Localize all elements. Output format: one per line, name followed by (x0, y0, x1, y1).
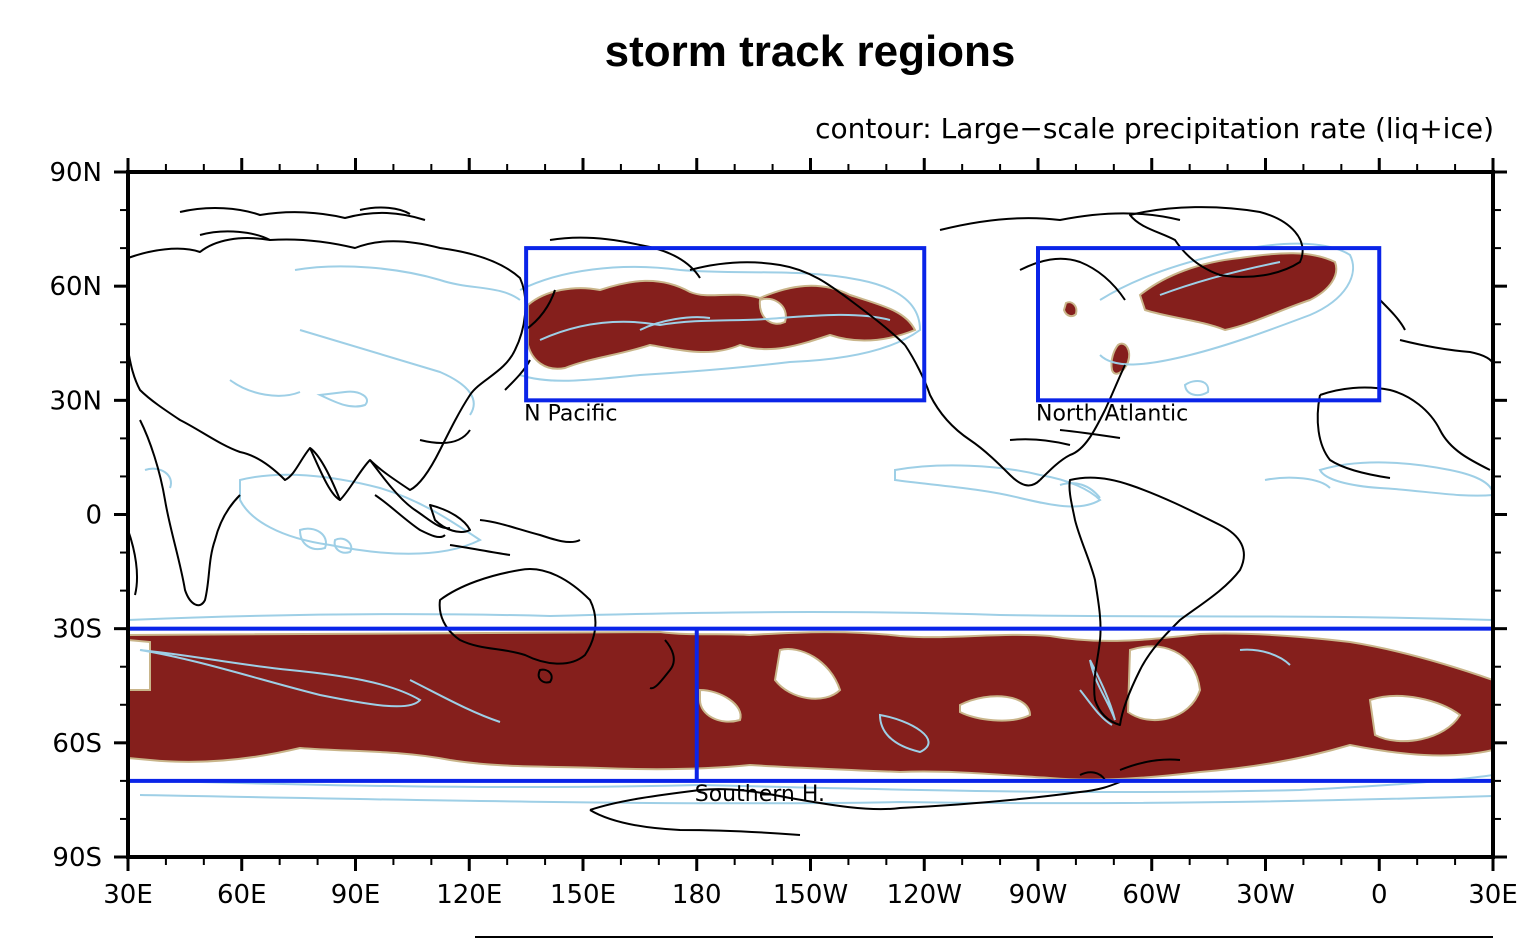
x-tick-label: 60E (217, 880, 267, 910)
shading-gulf-stream-cell (1110, 342, 1131, 375)
region-label-n-pacific: N Pacific (524, 401, 617, 426)
x-tick-label: 30E (103, 880, 153, 910)
x-tick-label: 30W (1236, 880, 1295, 910)
y-tick-label: 90N (49, 158, 102, 188)
y-tick-label: 60S (52, 729, 102, 759)
map-subtitle: contour: Large−scale precipitation rate … (815, 112, 1494, 145)
x-tick-label: 120E (436, 880, 502, 910)
shading-labrador-cell (1062, 301, 1078, 318)
map-title: storm track regions (605, 27, 1016, 76)
x-tick-label: 180 (672, 880, 722, 910)
x-tick-label: 90W (1009, 880, 1068, 910)
region-label-north-atlantic: North Atlantic (1036, 401, 1188, 426)
region-box-north-atlantic (1036, 246, 1382, 403)
y-tick-label: 30S (52, 615, 102, 645)
coastlines (128, 206, 1493, 836)
x-tick-label: 90E (331, 880, 381, 910)
x-tick-label: 120W (887, 880, 962, 910)
y-tick-label: 60N (49, 272, 102, 302)
y-tick-label: 90S (52, 843, 102, 873)
shading-north-atlantic (1138, 252, 1338, 332)
precipitation-contours (128, 242, 1493, 805)
y-tick-label: 0 (85, 501, 102, 531)
x-tick-label: 60W (1122, 880, 1181, 910)
shading-north-pacific (527, 279, 917, 370)
region-box-n-pacific (524, 246, 927, 403)
longitude-axis: 30E 60E 90E 120E 150E 180 150W 120W 90W 60W 30W 0 30… (103, 158, 1518, 910)
shading-gaps (128, 297, 1462, 743)
region-boxes: N Pacific North Atlantic Southern H. (126, 246, 1495, 807)
latitude-axis: 90N 60N 30N 0 30S 60S 90S (49, 158, 1507, 873)
precipitation-shading (128, 252, 1493, 781)
x-tick-label: 30E (1468, 880, 1518, 910)
y-tick-label: 30N (49, 386, 102, 416)
region-label-southern-h: Southern H. (695, 782, 825, 807)
x-tick-label: 0 (1371, 880, 1388, 910)
x-tick-label: 150W (773, 880, 848, 910)
x-tick-label: 150E (550, 880, 616, 910)
